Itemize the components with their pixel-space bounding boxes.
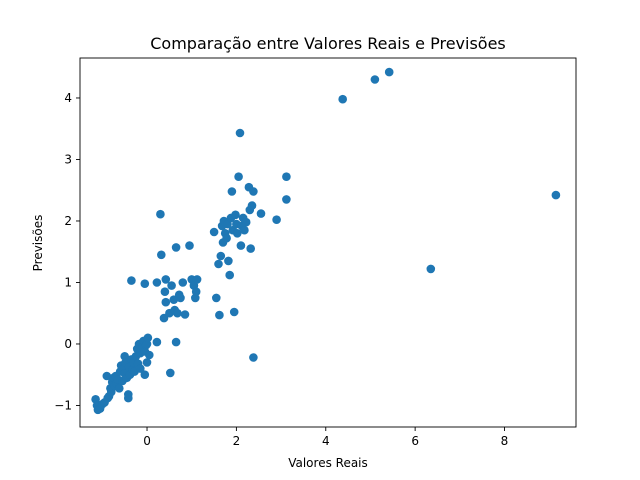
y-axis: −1 0 1 2 3 4 [54, 91, 80, 412]
data-point [426, 264, 436, 274]
x-axis-title: Valores Reais [288, 456, 368, 470]
data-point [140, 279, 150, 289]
data-point [231, 210, 240, 220]
data-point [338, 94, 348, 104]
data-point [166, 368, 175, 378]
data-point [370, 75, 380, 84]
data-point [173, 308, 182, 318]
data-point [127, 276, 136, 285]
y-tick-label: 3 [64, 152, 72, 166]
data-point [229, 307, 239, 317]
data-point [215, 310, 224, 320]
chart-title: Comparação entre Valores Reais e Previsõ… [150, 34, 506, 53]
data-point [240, 225, 249, 235]
data-point [272, 215, 281, 224]
data-point [178, 278, 188, 287]
data-point [171, 337, 181, 347]
y-tick-label: 4 [64, 91, 72, 105]
data-point [171, 243, 181, 252]
data-point [209, 227, 219, 237]
data-point [551, 190, 561, 200]
x-tick-label: 6 [411, 434, 419, 448]
data-point [143, 333, 153, 343]
plot-frame [79, 57, 577, 428]
y-axis-title: Previsões [31, 215, 45, 272]
data-point [167, 281, 176, 290]
data-point [180, 310, 190, 319]
data-point [256, 209, 266, 218]
data-point [216, 251, 226, 261]
data-point [140, 370, 150, 380]
data-point [249, 353, 258, 362]
data-point [161, 297, 171, 307]
data-point [227, 187, 237, 196]
data-point [176, 293, 185, 303]
data-point [233, 229, 242, 238]
x-tick-label: 8 [501, 434, 509, 448]
x-tick-label: 4 [322, 434, 330, 448]
data-point [241, 217, 251, 227]
data-point [249, 187, 258, 196]
data-point [224, 256, 233, 266]
data-point [212, 293, 221, 303]
data-point [192, 275, 202, 284]
data-point [214, 259, 223, 269]
data-point [236, 241, 246, 250]
points-layer [91, 67, 561, 415]
x-tick-label: 2 [233, 434, 241, 448]
data-point [160, 287, 170, 297]
data-point [185, 241, 194, 250]
data-point [234, 172, 243, 181]
data-point [222, 233, 231, 243]
data-point [142, 358, 152, 367]
x-tick-label: 0 [143, 434, 151, 448]
y-tick-label: 1 [64, 275, 72, 289]
data-point [235, 128, 245, 138]
data-point [145, 350, 154, 360]
data-point [115, 384, 124, 393]
data-point [191, 287, 201, 297]
data-point [152, 278, 162, 287]
y-tick-label: 2 [64, 214, 72, 228]
data-point [136, 364, 145, 373]
data-point [247, 201, 257, 210]
data-point [246, 244, 255, 253]
data-point [282, 195, 291, 204]
data-point [157, 250, 166, 260]
data-point [156, 209, 165, 219]
data-point [161, 275, 171, 284]
data-point [102, 371, 112, 381]
y-tick-label: −1 [54, 398, 72, 412]
data-point [384, 67, 394, 77]
y-tick-label: 0 [64, 337, 72, 351]
data-point [225, 270, 234, 280]
data-point [152, 337, 162, 347]
data-point [124, 393, 133, 403]
data-point [282, 172, 291, 181]
x-axis: 0 2 4 6 8 [143, 427, 508, 448]
